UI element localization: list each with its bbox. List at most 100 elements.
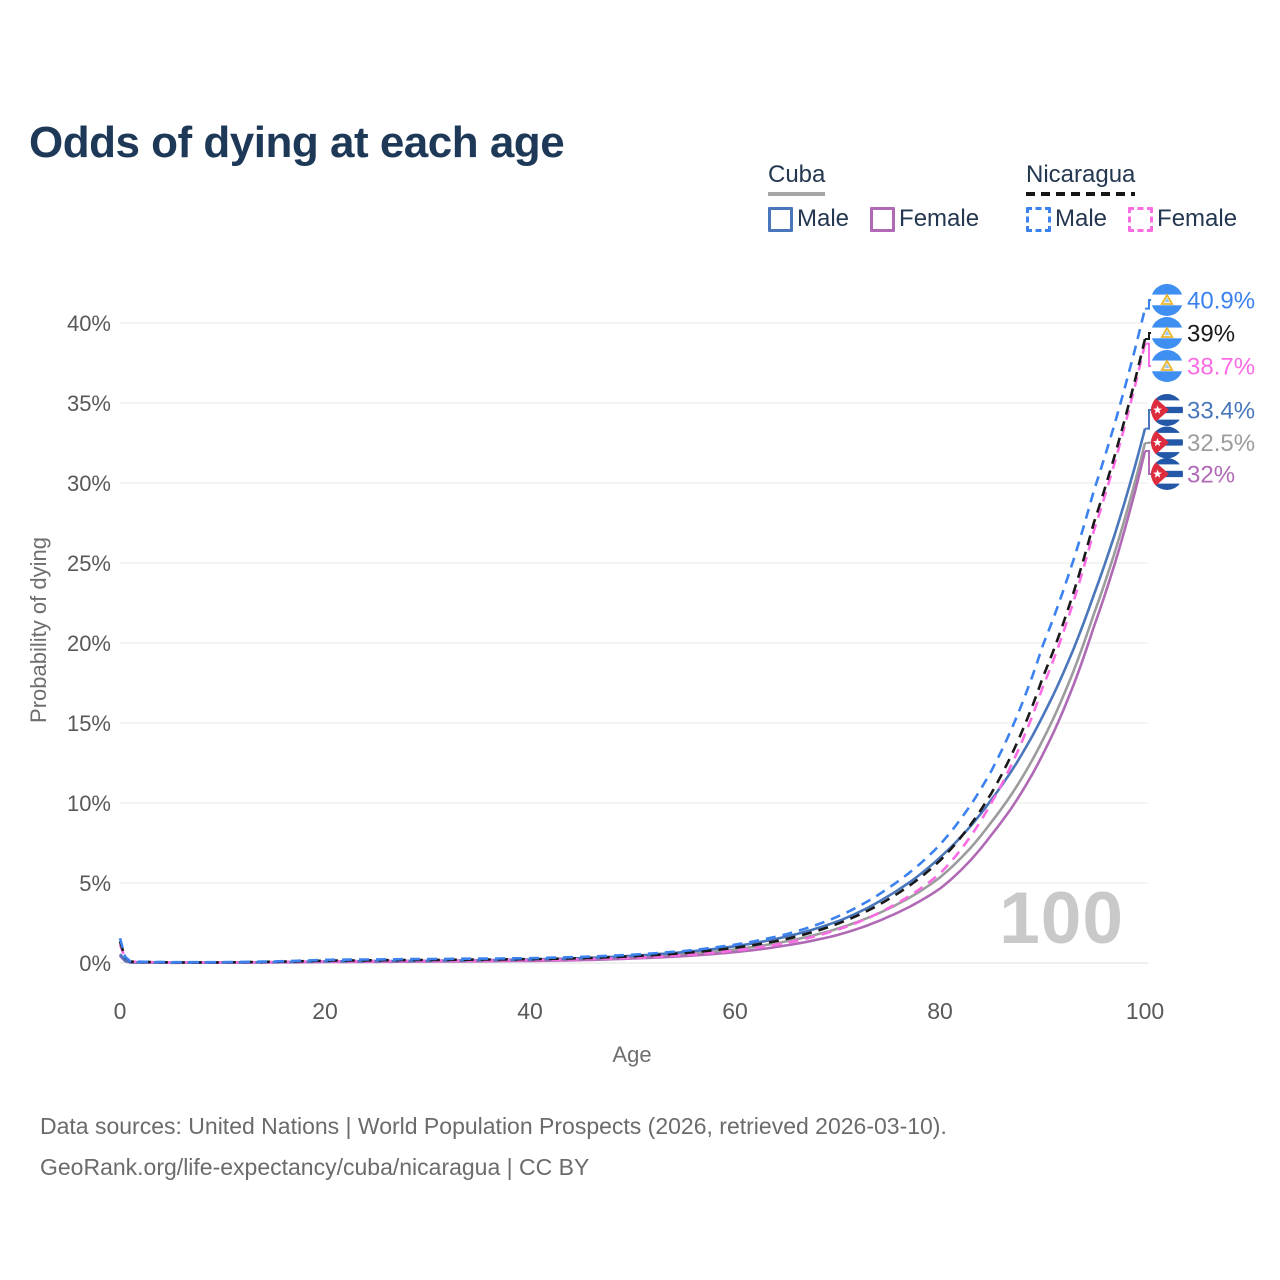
nicaragua-emblem-triangle — [1160, 326, 1174, 338]
x-tick-label: 60 — [722, 998, 748, 1024]
nicaragua-flag-icon — [1151, 317, 1183, 349]
nicaragua-female-swatch-icon — [1128, 206, 1154, 232]
y-tick-label: 35% — [67, 391, 111, 416]
annotation-layer: 40.9% 39% 38.7% 33.4% 32.5% 32% — [1145, 284, 1255, 490]
nicaragua-stripe — [1151, 350, 1183, 361]
nicaragua-flag-clip-group — [1151, 284, 1183, 316]
cuba-flag-icon — [1151, 426, 1183, 459]
legend-group-nicaragua: Nicaragua Male Female — [1026, 161, 1237, 233]
x-tick-label: 40 — [517, 998, 543, 1024]
legend-item-cuba-male[interactable]: Male — [768, 205, 849, 233]
connector-nicFemale — [1145, 342, 1152, 367]
nicaragua-stripe — [1151, 305, 1183, 316]
nicaragua-flag-icon — [1151, 284, 1183, 316]
footer-data-sources: Data sources: United Nations | World Pop… — [40, 1113, 947, 1139]
legend-label-nicaragua-male: Male — [1055, 205, 1108, 232]
cuba-flag-icon — [1151, 394, 1183, 426]
connector-nicMale — [1145, 299, 1152, 310]
grid-layer: 0% 5% 10% 15% 20% 25% 30% 35% 40% 0 20 40 60 80 100 — [67, 311, 1164, 1024]
end-value-label-nicTotal: 39% — [1187, 321, 1235, 348]
connector-cubaMale — [1145, 409, 1152, 430]
nicaragua-stripe — [1151, 284, 1183, 295]
footer: Data sources: United Nations | World Pop… — [40, 1106, 947, 1188]
cuba-stripe — [1151, 432, 1183, 440]
cuba-flag-clip-group — [1151, 394, 1183, 426]
plot-area[interactable] — [120, 295, 1148, 963]
cuba-stripe — [1151, 445, 1183, 453]
nicaragua-flag-icon — [1151, 350, 1183, 382]
y-tick-label: 20% — [67, 631, 111, 656]
y-tick-label: 5% — [79, 871, 111, 896]
nicaragua-flag-clip-group — [1151, 317, 1183, 349]
end-value-label-cubaMale: 33.4% — [1187, 398, 1255, 425]
legend-header-cuba[interactable]: Cuba — [768, 161, 826, 196]
cuba-stripe — [1151, 426, 1183, 433]
legend-items-nicaragua: Male Female — [1026, 205, 1237, 233]
x-tick-label: 0 — [114, 998, 127, 1024]
x-tick-label: 20 — [312, 998, 338, 1024]
cuba-flag-clip-group — [1151, 426, 1183, 459]
legend-item-nicaragua-male[interactable]: Male — [1026, 205, 1107, 233]
y-tick-label: 40% — [67, 311, 111, 336]
legend-label-cuba-male: Male — [797, 205, 850, 232]
cuba-stripe — [1151, 400, 1183, 407]
cuba-stripe — [1151, 458, 1183, 465]
connector-nicTotal — [1145, 332, 1152, 340]
legend-item-cuba-female[interactable]: Female — [870, 205, 979, 233]
nicaragua-stripe — [1151, 371, 1183, 382]
watermark-age: 100 — [999, 878, 1124, 959]
x-axis-title: Age — [612, 1042, 651, 1067]
end-value-label-nicMale: 40.9% — [1187, 288, 1255, 315]
cuba-male-swatch-icon — [768, 206, 793, 232]
legend-label-cuba-female: Female — [899, 205, 980, 232]
end-value-label-nicFemale: 38.7% — [1187, 354, 1255, 381]
connector-cubaTotal — [1145, 441, 1152, 444]
footer-attribution: GeoRank.org/life-expectancy/cuba/nicarag… — [40, 1154, 590, 1180]
y-tick-label: 25% — [67, 551, 111, 576]
cuba-female-swatch-icon — [870, 206, 896, 232]
x-tick-label: 80 — [927, 998, 953, 1024]
cuba-stripe — [1151, 419, 1183, 426]
cuba-stripe — [1151, 452, 1183, 459]
x-tick-label: 100 — [1126, 998, 1164, 1024]
cuba-stripe — [1151, 477, 1183, 484]
y-tick-label: 15% — [67, 711, 111, 736]
series-line-nicTotal[interactable] — [118, 338, 1147, 964]
nicaragua-emblem-triangle — [1160, 293, 1174, 305]
nicaragua-male-swatch-icon — [1026, 206, 1051, 232]
end-value-label-cubaFemale: 32% — [1187, 462, 1235, 489]
nicaragua-flag-clip-group — [1151, 350, 1183, 382]
nicaragua-emblem-inner — [1164, 330, 1170, 336]
end-value-label-cubaTotal: 32.5% — [1187, 430, 1255, 457]
legend-group-cuba: Cuba Male Female — [768, 161, 979, 233]
legend-header-nicaragua[interactable]: Nicaragua — [1026, 161, 1136, 196]
legend-item-nicaragua-female[interactable]: Female — [1128, 205, 1237, 233]
cuba-flag-clip-group — [1151, 458, 1183, 490]
y-tick-label: 30% — [67, 471, 111, 496]
legend-label-nicaragua-female: Female — [1157, 205, 1238, 232]
nicaragua-emblem-inner — [1164, 363, 1170, 369]
y-tick-label: 10% — [67, 791, 111, 816]
cuba-stripe — [1151, 483, 1183, 490]
series-layer — [118, 308, 1147, 965]
cuba-star — [1153, 469, 1162, 478]
nicaragua-stripe — [1151, 338, 1183, 349]
series-line-nicFemale[interactable] — [118, 343, 1147, 964]
cuba-stripe — [1151, 394, 1183, 401]
y-tick-label: 0% — [79, 951, 111, 976]
nicaragua-emblem-triangle — [1160, 359, 1174, 371]
cuba-stripe — [1151, 413, 1183, 420]
legend-items-cuba: Male Female — [768, 205, 979, 233]
cuba-star — [1153, 405, 1162, 414]
cuba-stripe — [1151, 464, 1183, 471]
nicaragua-emblem-inner — [1164, 297, 1170, 303]
series-line-nicMale[interactable] — [118, 308, 1147, 964]
cuba-star — [1153, 437, 1162, 447]
page-title: Odds of dying at each age — [29, 118, 565, 168]
nicaragua-stripe — [1151, 317, 1183, 328]
connector-cubaFemale — [1145, 450, 1152, 475]
cuba-flag-icon — [1151, 458, 1183, 490]
y-axis-title: Probability of dying — [26, 537, 51, 723]
